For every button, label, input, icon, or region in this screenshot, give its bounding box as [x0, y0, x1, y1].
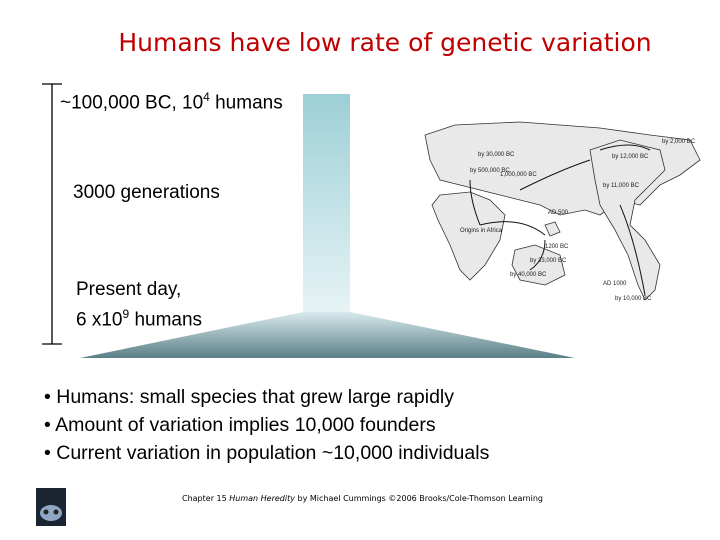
- map-label: by 12,000 BC: [612, 154, 649, 160]
- exponent: 9: [122, 307, 130, 321]
- map-label: Origins in Africa: [460, 228, 503, 234]
- map-label: AD 1000: [603, 281, 627, 287]
- map-label: 1200 BC: [545, 244, 569, 250]
- map-label: AD 500: [548, 210, 569, 216]
- bullet: • Humans: small species that grew large …: [44, 386, 455, 408]
- bullet-text: Amount of variation implies 10,000 found…: [55, 414, 436, 436]
- book-cover: [36, 488, 66, 526]
- bullet-text: Humans: small species that grew large ra…: [56, 386, 455, 408]
- timeline-start: ~100,000 BC, 104 humans: [60, 90, 283, 114]
- text: Human Heredity: [229, 494, 295, 503]
- map-label: by 11,000 BC: [603, 183, 640, 189]
- text: humans: [209, 92, 283, 114]
- bullet: • Amount of variation implies 10,000 fou…: [44, 414, 436, 436]
- text: humans: [129, 309, 203, 331]
- text: 6 x10: [76, 309, 123, 331]
- bullet: • Current variation in population ~10,00…: [44, 442, 490, 464]
- footer: Chapter 15 Human Heredity by Michael Cum…: [182, 494, 543, 503]
- migration-arrows: [469, 144, 651, 296]
- map-label: by 500,000 BC: [470, 168, 510, 174]
- map-label: 1,000,000 BC: [500, 172, 537, 178]
- exponent: 4: [203, 90, 210, 104]
- map-label: by 33,000 BC: [530, 258, 567, 264]
- text: Chapter 15: [182, 494, 227, 503]
- map-label: by 10,000 BC: [615, 296, 652, 302]
- text: by Michael Cummings ©2006 Brooks/Cole-Th…: [297, 494, 544, 503]
- text: ~100,000 BC, 10: [60, 92, 204, 114]
- population-wedge: [80, 312, 575, 358]
- map-label: by 2,000 BC: [662, 139, 696, 145]
- text: 6 x109 humans: [76, 302, 202, 332]
- timeline-end: Present day, 6 x109 humans: [76, 278, 202, 332]
- bracket: [42, 83, 62, 345]
- slide-title: Humans have low rate of genetic variatio…: [118, 28, 652, 57]
- map-label: by 40,000 BC: [510, 272, 547, 278]
- bullet-text: Current variation in population ~10,000 …: [56, 442, 490, 464]
- timeline-middle: 3000 generations: [73, 182, 220, 203]
- map-label: by 30,000 BC: [478, 152, 515, 158]
- time-bar: [303, 94, 350, 316]
- bullet-list: • Humans: small species that grew large …: [44, 383, 489, 467]
- text: Present day,: [76, 279, 182, 300]
